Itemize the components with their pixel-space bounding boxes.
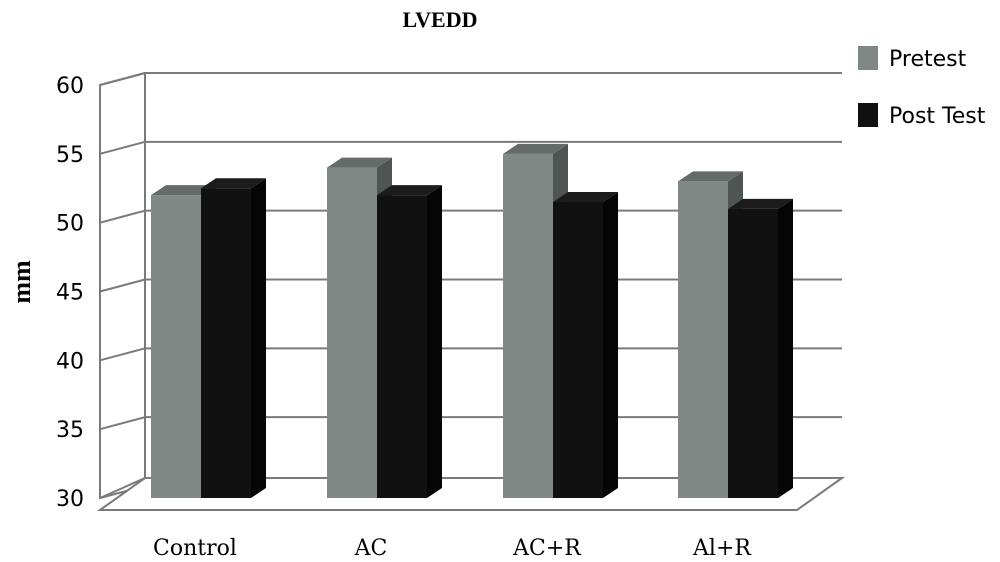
bars xyxy=(151,143,793,499)
y-tick-label: 55 xyxy=(56,143,84,168)
legend-swatch xyxy=(858,103,878,127)
bar-side xyxy=(778,198,793,498)
bar-front xyxy=(728,208,778,498)
bar-front xyxy=(553,202,603,498)
gridline-diagonal xyxy=(99,416,146,431)
bar-front xyxy=(151,195,201,498)
bar-front xyxy=(327,167,377,498)
y-tick-label: 40 xyxy=(56,349,84,374)
bar-front xyxy=(201,188,251,498)
bar-front xyxy=(377,195,427,498)
x-tick-label: AC+R xyxy=(512,536,582,561)
legend: Pretest Post Test xyxy=(858,46,986,129)
y-tick-label: 30 xyxy=(56,487,84,512)
legend-label: Post Test xyxy=(889,104,986,129)
gridline-diagonal xyxy=(99,347,146,362)
y-axis-ticks: 30 35 40 45 50 55 60 xyxy=(56,74,84,512)
y-tick-label: 45 xyxy=(56,281,84,306)
bar-top xyxy=(377,185,442,196)
x-tick-label: AC xyxy=(354,536,388,561)
bar-top xyxy=(327,157,392,168)
bar-top xyxy=(553,192,618,203)
y-tick-label: 35 xyxy=(56,418,84,443)
y-tick-label: 50 xyxy=(56,212,84,237)
bar-top xyxy=(151,185,216,196)
y-axis-label: mm xyxy=(7,260,36,304)
chart-walls xyxy=(96,71,846,511)
gridline-diagonal xyxy=(99,72,146,86)
bar-side xyxy=(427,185,442,498)
gridline-diagonal xyxy=(99,209,146,224)
bar-front xyxy=(678,181,728,498)
bar-front xyxy=(503,153,553,499)
bar-post-test-ac xyxy=(377,185,442,498)
bar-top xyxy=(728,198,793,209)
bar-side xyxy=(251,178,266,498)
x-axis-categories: Control AC AC+R Al+R xyxy=(153,536,752,561)
legend-label: Pretest xyxy=(889,47,967,72)
y-tick-label: 60 xyxy=(56,74,84,99)
gridline-diagonal xyxy=(99,140,146,155)
bar-post-test-control xyxy=(201,178,266,498)
bar-post-test-acr xyxy=(553,192,618,498)
floor xyxy=(96,477,846,511)
chart-title: LVEDD xyxy=(403,7,478,32)
legend-swatch xyxy=(858,46,878,70)
x-tick-label: Control xyxy=(153,536,237,561)
bar-top xyxy=(678,171,743,182)
bar-top xyxy=(503,143,568,154)
bar-top xyxy=(201,178,266,189)
gridline-diagonal xyxy=(99,278,146,293)
x-tick-label: Al+R xyxy=(692,536,752,561)
bar-post-test-alr xyxy=(728,198,793,498)
bar-side xyxy=(603,192,618,498)
gridline-diagonal xyxy=(99,477,146,499)
